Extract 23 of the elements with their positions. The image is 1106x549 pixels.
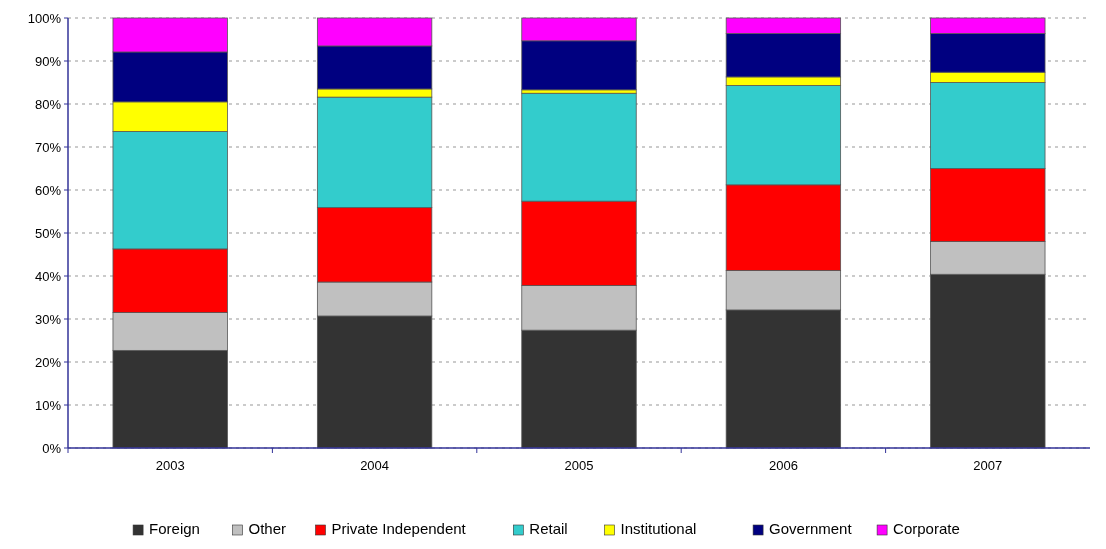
y-tick-label: 70% bbox=[34, 139, 62, 155]
legend-label: Other bbox=[248, 520, 287, 537]
x-tick-label: 2006 bbox=[768, 458, 798, 473]
x-tick-label: 2007 bbox=[973, 458, 1003, 473]
x-tick-label: 2003 bbox=[155, 458, 185, 473]
y-tick-label: 60% bbox=[34, 182, 62, 198]
y-tick-label: 100% bbox=[27, 10, 62, 26]
x-tick-label: 2005 bbox=[564, 458, 594, 473]
y-tick-label: 90% bbox=[34, 53, 62, 69]
y-tick-label: 30% bbox=[34, 311, 62, 327]
y-tick-label: 10% bbox=[34, 397, 62, 413]
y-tick-label: 20% bbox=[34, 354, 62, 370]
y-tick-label: 40% bbox=[34, 268, 62, 284]
x-tick-label: 2004 bbox=[360, 458, 390, 473]
legend-label: Government bbox=[769, 520, 853, 537]
y-tick-label: 80% bbox=[34, 96, 62, 112]
legend-label: Retail bbox=[529, 520, 568, 537]
y-tick-label: 0% bbox=[42, 440, 62, 456]
legend-label: Institutional bbox=[620, 520, 697, 537]
legend-label: Foreign bbox=[149, 520, 200, 537]
legend-label: Corporate bbox=[893, 520, 960, 537]
legend-label: Private Independent bbox=[331, 520, 467, 537]
y-tick-label: 50% bbox=[34, 225, 62, 241]
